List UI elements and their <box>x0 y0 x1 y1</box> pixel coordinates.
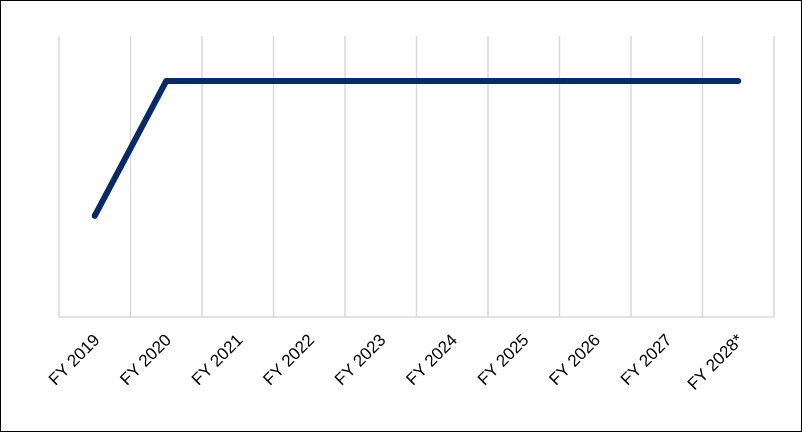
x-tick-label: FY 2027 <box>617 330 676 389</box>
x-tick-label: FY 2026 <box>545 330 604 389</box>
x-tick-label: FY 2022 <box>259 330 318 389</box>
series-group <box>91 77 742 219</box>
x-tick-label: FY 2025 <box>474 330 533 389</box>
x-tick-labels: FY 2019 FY 2020 FY 2021 FY 2022 FY 2023 FY 20… <box>45 330 747 394</box>
x-tick-label: FY 2019 <box>45 330 104 389</box>
x-tick-label: FY 2021 <box>188 330 247 389</box>
x-tick-label: FY 2023 <box>331 330 390 389</box>
x-tick-label: FY 2020 <box>116 330 175 389</box>
series-line-1 <box>91 77 742 219</box>
x-tick-label: FY 2028* <box>684 330 748 394</box>
x-tick-label: FY 2024 <box>402 330 461 389</box>
